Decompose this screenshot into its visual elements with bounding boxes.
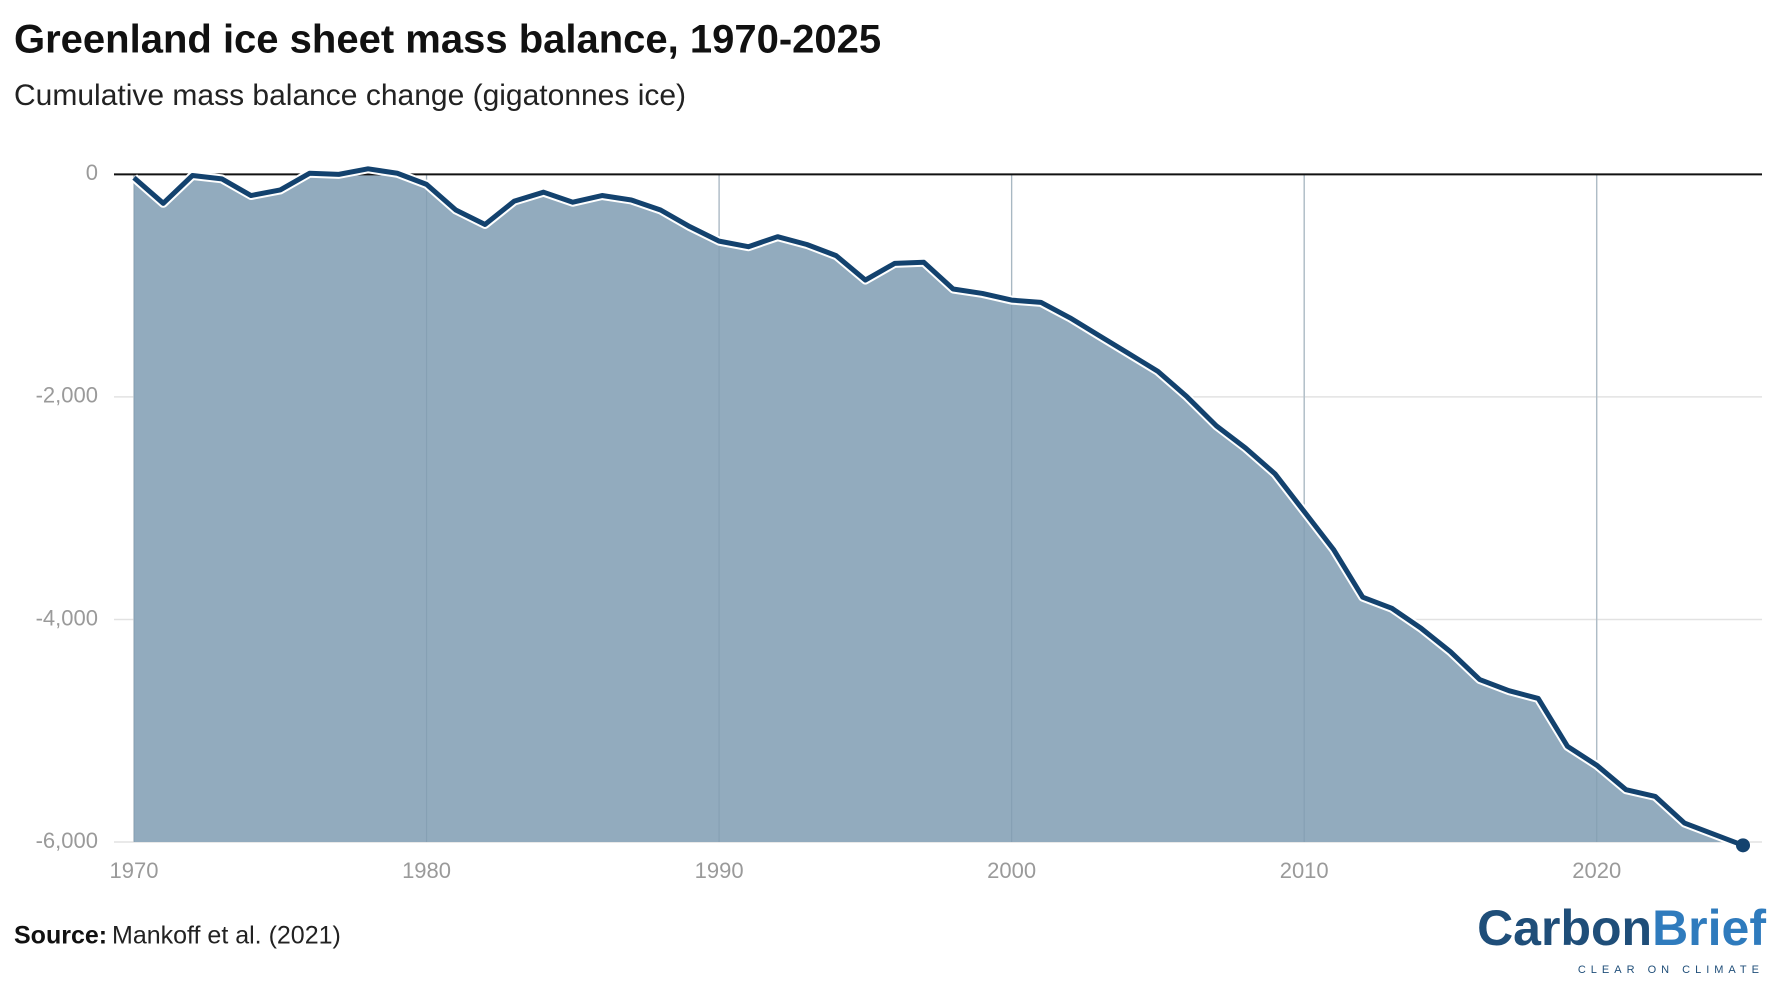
- y-tick-label: -6,000: [36, 828, 98, 853]
- x-tick-label: 1980: [402, 858, 451, 883]
- chart-title: Greenland ice sheet mass balance, 1970-2…: [14, 18, 881, 62]
- x-tick-label: 2000: [987, 858, 1036, 883]
- x-tick-label: 2020: [1572, 858, 1621, 883]
- chart-subtitle: Cumulative mass balance change (gigatonn…: [14, 79, 686, 112]
- logo-tagline: CLEAR ON CLIMATE: [1578, 964, 1764, 976]
- y-tick-label: 0: [86, 160, 98, 185]
- source: Mankoff et al. (2021): [112, 922, 341, 950]
- source-label: Source:: [14, 922, 107, 950]
- y-tick-label: -2,000: [36, 383, 98, 408]
- x-tick-label: 2010: [1280, 858, 1329, 883]
- line: [132, 166, 1744, 848]
- x-tick-label: 1970: [110, 858, 159, 883]
- logo: CarbonBrief: [1477, 900, 1766, 956]
- logo-part: Brief: [1652, 900, 1766, 956]
- y-tick-label: -4,000: [36, 605, 98, 630]
- end-point: [1736, 838, 1750, 853]
- logo-part: Carbon: [1477, 900, 1652, 956]
- x-tick-label: 1990: [695, 858, 744, 883]
- area: [134, 168, 1743, 846]
